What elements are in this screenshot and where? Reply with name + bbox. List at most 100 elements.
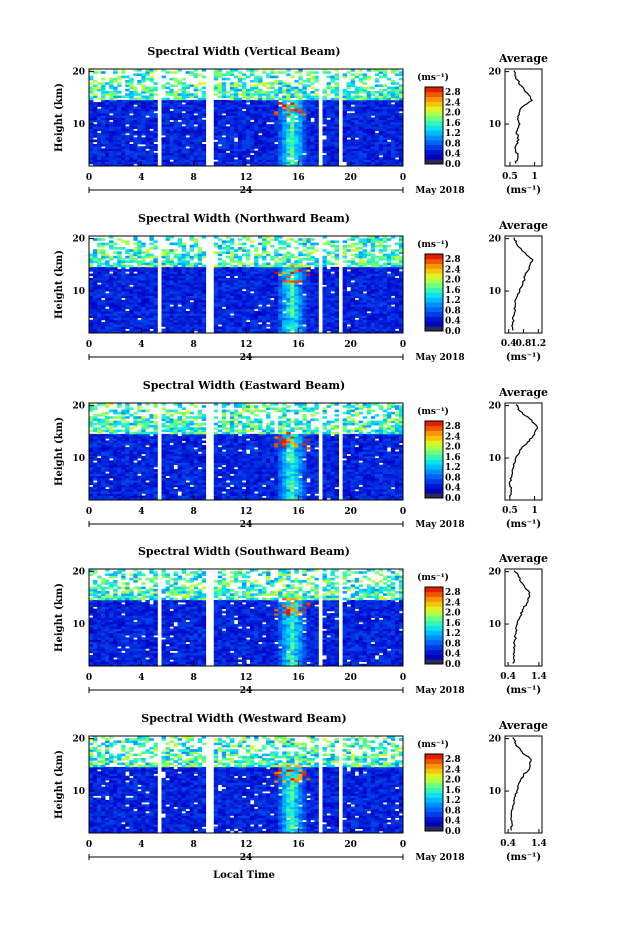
heatmap-cell bbox=[322, 155, 327, 158]
heatmap-cell bbox=[201, 108, 207, 112]
heatmap-cell bbox=[197, 144, 203, 147]
heatmap-cell bbox=[93, 306, 98, 310]
heatmap-cell bbox=[290, 88, 295, 92]
heatmap-cell bbox=[342, 139, 347, 143]
heatmap-cell bbox=[117, 146, 122, 149]
heatmap-cell bbox=[93, 135, 98, 138]
heatmap-cell bbox=[237, 128, 243, 132]
heatmap-cell bbox=[390, 110, 396, 114]
heatmap-cell bbox=[374, 69, 380, 72]
heatmap-cell bbox=[173, 110, 178, 114]
heatmap-cell bbox=[137, 99, 142, 103]
heatmap-cell bbox=[254, 99, 259, 103]
heatmap-cell bbox=[322, 69, 327, 72]
heatmap-cell bbox=[294, 71, 299, 74]
heatmap-cell bbox=[97, 249, 102, 252]
heatmap-cell bbox=[93, 293, 98, 296]
heatmap-cell bbox=[282, 130, 287, 134]
heatmap-cell bbox=[270, 113, 275, 116]
heatmap-cell bbox=[117, 144, 122, 147]
heatmap-cell bbox=[350, 258, 356, 261]
heatmap-cell bbox=[133, 159, 138, 162]
heatmap-cell bbox=[225, 262, 231, 266]
heatmap-cell bbox=[193, 155, 199, 158]
heatmap-cell bbox=[306, 128, 311, 132]
heatmap-cell bbox=[109, 161, 114, 165]
heatmap-cell bbox=[399, 93, 404, 96]
heatmap-cell bbox=[121, 315, 126, 318]
heatmap-cell bbox=[282, 150, 287, 154]
heatmap-cell bbox=[213, 106, 219, 110]
heatmap-cell bbox=[169, 157, 174, 160]
heatmap-cell bbox=[314, 93, 319, 96]
heatmap-cell bbox=[225, 146, 231, 149]
heatmap-cell bbox=[237, 144, 243, 147]
heatmap-cell bbox=[334, 244, 339, 248]
heatmap-cell bbox=[254, 115, 259, 118]
heatmap-cell bbox=[133, 130, 138, 134]
heatmap-cell bbox=[225, 91, 231, 94]
heatmap-cell bbox=[246, 144, 251, 147]
heatmap-cell bbox=[306, 155, 311, 158]
heatmap-cell bbox=[141, 102, 146, 105]
heatmap-cell bbox=[242, 93, 247, 96]
heatmap-cell bbox=[394, 95, 400, 99]
heatmap-cell bbox=[113, 297, 118, 301]
heatmap-cell bbox=[290, 308, 295, 312]
heatmap-cell bbox=[97, 163, 102, 167]
heatmap-cell bbox=[354, 155, 360, 158]
heatmap-cell bbox=[242, 152, 247, 156]
heatmap-cell bbox=[394, 115, 400, 118]
heatmap-cell bbox=[278, 247, 283, 250]
heatmap-cell bbox=[145, 139, 150, 143]
heatmap-cell bbox=[242, 155, 247, 158]
heatmap-cell bbox=[233, 102, 239, 105]
profile-y-tick-label: 20 bbox=[488, 68, 501, 78]
heatmap-cell bbox=[89, 97, 94, 101]
heatmap-cell bbox=[165, 71, 170, 74]
heatmap-cell bbox=[298, 130, 303, 134]
heatmap-cell bbox=[310, 130, 315, 134]
heatmap-cell bbox=[217, 69, 223, 72]
heatmap-cell bbox=[225, 152, 231, 156]
heatmap-cell bbox=[173, 163, 178, 167]
heatmap-cell bbox=[193, 110, 199, 114]
heatmap-cell bbox=[141, 117, 146, 121]
heatmap-cell bbox=[133, 155, 138, 158]
heatmap-cell bbox=[185, 119, 190, 123]
heatmap-cell bbox=[254, 93, 259, 96]
heatmap-cell bbox=[233, 253, 239, 257]
heatmap-cell bbox=[225, 163, 231, 167]
heatmap-cell bbox=[258, 110, 263, 114]
heatmap-cell bbox=[306, 93, 311, 96]
heatmap-cell bbox=[294, 157, 299, 160]
heatmap-cell bbox=[362, 159, 368, 162]
heatmap-cell bbox=[262, 97, 267, 101]
heatmap-cell bbox=[233, 141, 239, 145]
heatmap-cell bbox=[270, 108, 275, 112]
heatmap-cell bbox=[330, 80, 335, 83]
heatmap-cell bbox=[262, 110, 267, 114]
heatmap-cell bbox=[278, 240, 283, 243]
heatmap-cell bbox=[294, 93, 299, 96]
heatmap-cell bbox=[306, 157, 311, 160]
heatmap-cell bbox=[374, 115, 380, 118]
heatmap-cell bbox=[197, 135, 203, 138]
heatmap-cell bbox=[93, 269, 98, 272]
heatmap-cell bbox=[185, 126, 190, 129]
heatmap-cell bbox=[93, 253, 98, 257]
heatmap-cell bbox=[217, 108, 223, 112]
heatmap-cell bbox=[233, 97, 239, 101]
heatmap-cell bbox=[354, 159, 360, 162]
heatmap-cell bbox=[306, 126, 311, 129]
heatmap-cell bbox=[354, 141, 360, 145]
heatmap-cell bbox=[165, 266, 170, 270]
heatmap-cell bbox=[362, 97, 368, 101]
heatmap-cell bbox=[314, 135, 319, 138]
heatmap-cell bbox=[169, 260, 174, 263]
heatmap-cell bbox=[93, 271, 98, 274]
heatmap-cell bbox=[165, 91, 170, 94]
heatmap-cell bbox=[350, 95, 356, 99]
heatmap-cell bbox=[225, 121, 231, 125]
heatmap-cell bbox=[330, 161, 335, 165]
